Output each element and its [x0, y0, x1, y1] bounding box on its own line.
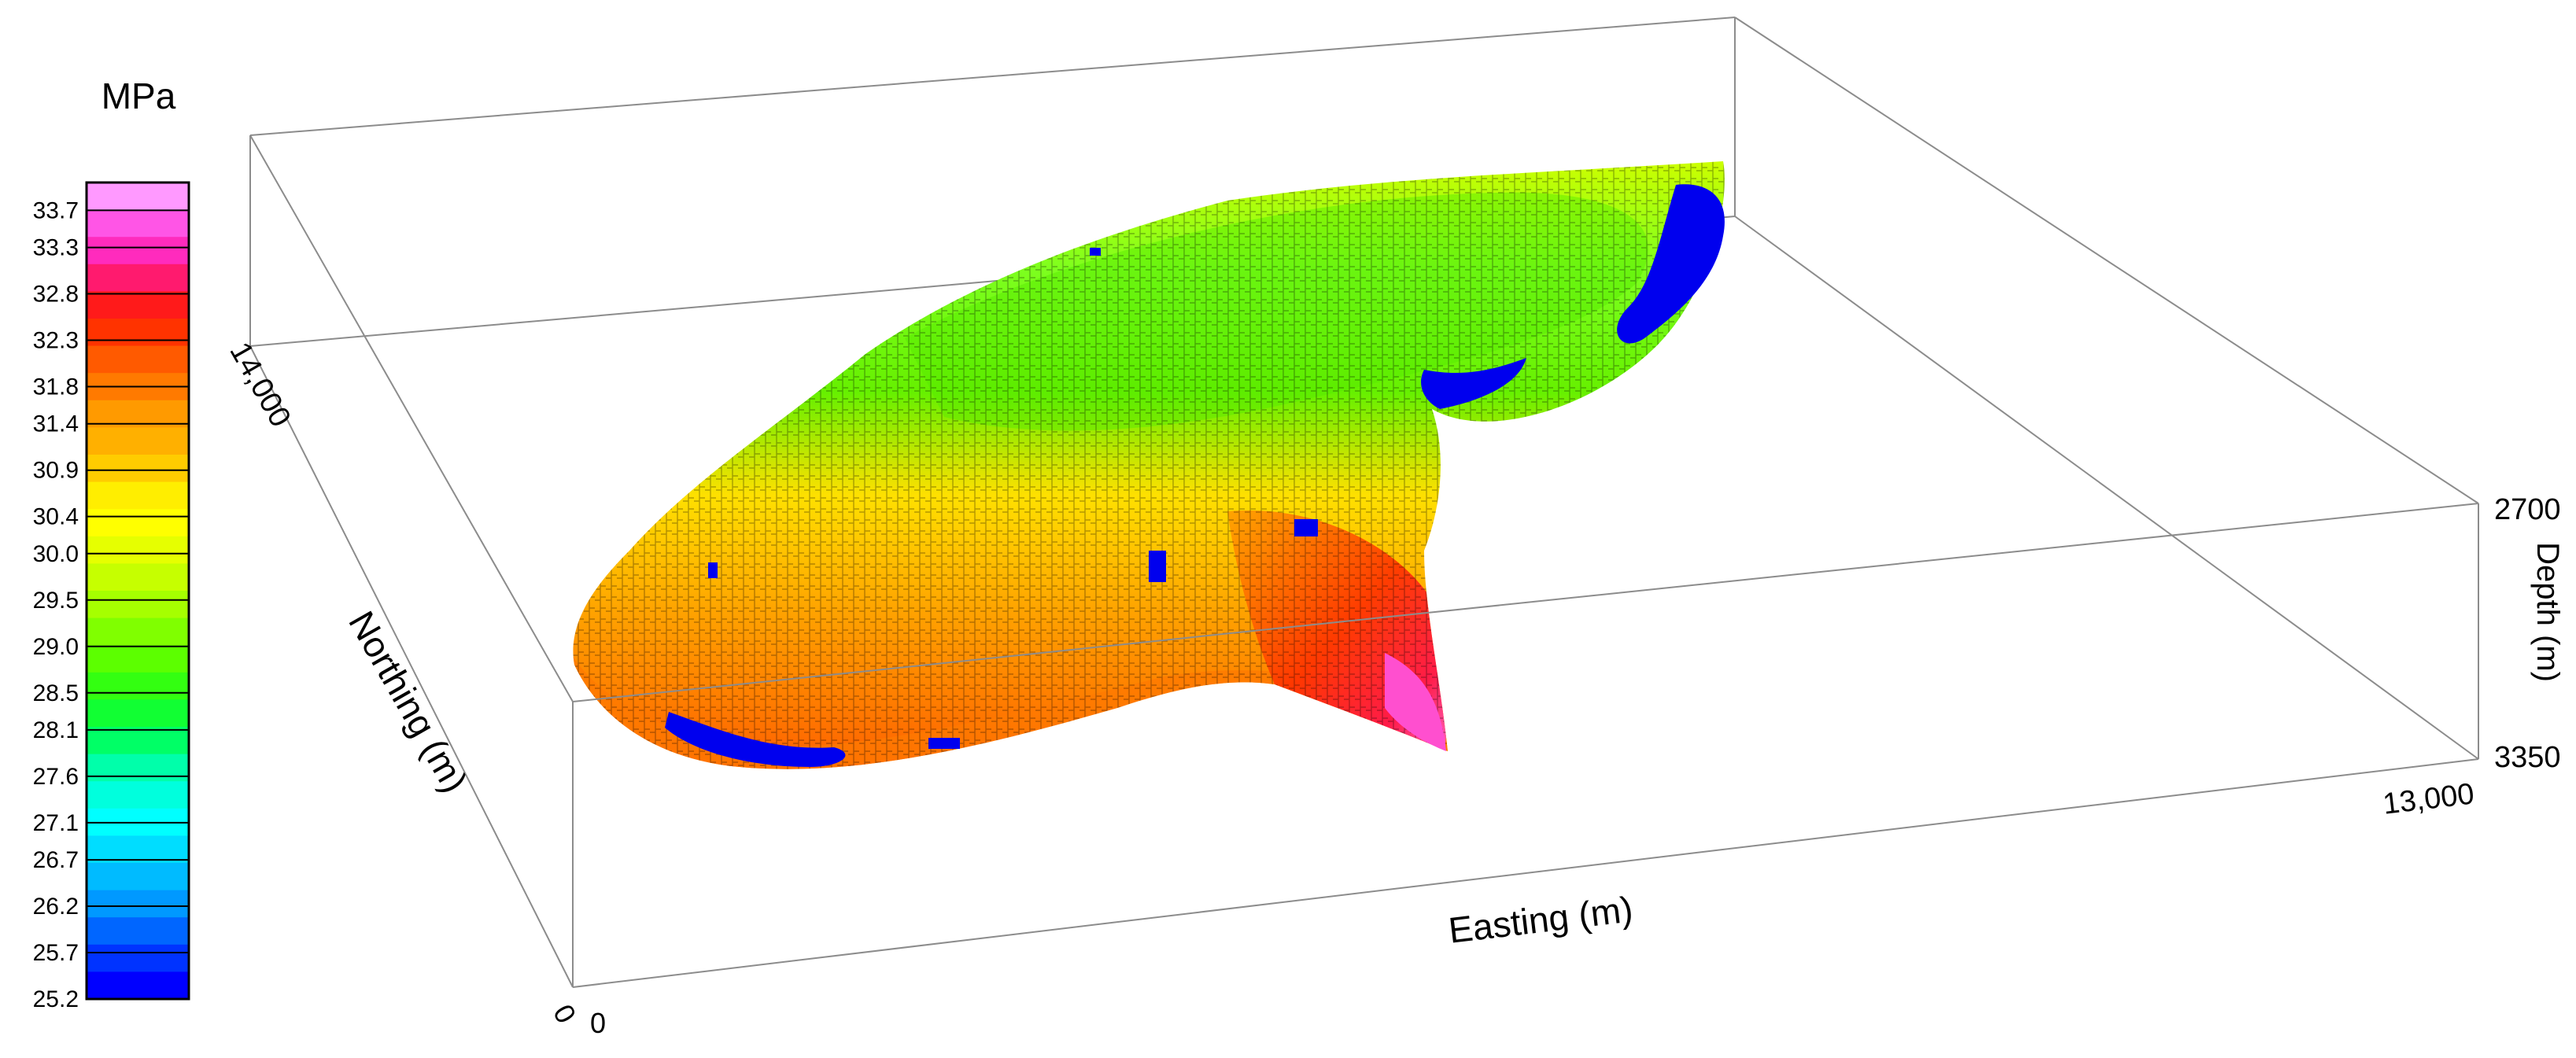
colorbar-band — [87, 209, 189, 238]
low-stress-cluster-northeast — [1617, 184, 1725, 344]
colorbar-band — [87, 536, 189, 564]
colorbar-tick-label: 30.9 — [33, 458, 79, 484]
depth-tick-top: 2700 — [2494, 493, 2561, 526]
low-stress-cell — [1294, 519, 1318, 536]
colorbar-band — [87, 481, 189, 510]
box-edge-front-top — [572, 503, 2479, 702]
depth-tick-bottom: 3350 — [2494, 741, 2561, 774]
colorbar-band — [87, 971, 189, 1000]
colorbar-tick-label: 31.4 — [33, 411, 79, 437]
colorbar-tick-label: 26.7 — [33, 847, 79, 873]
northing-tick-max: 14,000 — [223, 337, 297, 433]
colorbar-band — [87, 291, 189, 319]
colorbar-band — [87, 427, 189, 455]
colorbar-band — [87, 563, 189, 592]
colorbar-tick-label: 25.7 — [33, 940, 79, 966]
box-edge-left-bottom — [249, 345, 574, 988]
stress-block-model — [573, 161, 1725, 769]
high-stress-cells — [1385, 653, 1446, 751]
colorbar-tick-label: 29.0 — [33, 634, 79, 660]
colorbar-tick-label: 30.4 — [33, 504, 79, 530]
low-stress-cells — [665, 184, 1725, 767]
low-stress-cell — [708, 562, 718, 578]
colorbar-tick-labels: 33.7 33.3 32.8 32.3 31.8 31.4 30.9 30.4 30.0 29.5… — [33, 197, 189, 1012]
colorbar-title: MPa — [101, 76, 176, 116]
colorbar-tick-label: 29.5 — [33, 588, 79, 614]
low-stress-cell — [1090, 248, 1101, 256]
low-stress-cell — [1149, 551, 1166, 582]
colorbar: MPa 33.7 33.3 32.8 32.3 31.8 31.4 30.9 30.4 30.0… — [33, 76, 190, 1012]
colorbar-tick-label: 25.2 — [33, 986, 79, 1012]
colorbar-band — [87, 672, 189, 700]
bounding-box-front-edges — [249, 135, 2479, 988]
colorbar-tick-label: 27.6 — [33, 764, 79, 790]
colorbar-band — [87, 509, 189, 537]
colorbar-tick-label: 32.3 — [33, 328, 79, 354]
colorbar-band — [87, 182, 189, 211]
colorbar-band — [87, 699, 189, 728]
colorbar-band — [87, 264, 189, 292]
colorbar-bands — [87, 182, 189, 1000]
easting-tick-min: 0 — [590, 1007, 606, 1039]
colorbar-tick-label: 30.0 — [33, 541, 79, 567]
colorbar-band — [87, 754, 189, 782]
box-edge-right-bottom — [1734, 216, 2479, 760]
colorbar-band — [87, 890, 189, 918]
colorbar-tick-label: 33.3 — [33, 235, 79, 261]
colorbar-tick-label: 32.8 — [33, 282, 79, 308]
box-edge-right-top — [1734, 17, 2479, 504]
box-edge-left-top — [249, 135, 574, 702]
easting-tick-max: 13,000 — [2381, 777, 2475, 820]
low-stress-cluster-rim — [1421, 358, 1526, 409]
colorbar-band — [87, 319, 189, 347]
depth-axis-label: Depth (m) — [2530, 542, 2565, 682]
low-stress-cluster-southwest — [665, 712, 846, 767]
colorbar-band — [87, 455, 189, 483]
colorbar-band — [87, 345, 189, 374]
easting-axis-label: Easting (m) — [1446, 888, 1635, 950]
colorbar-band — [87, 835, 189, 864]
low-stress-cell — [928, 738, 960, 749]
colorbar-tick-label: 27.1 — [33, 810, 79, 836]
colorbar-band — [87, 917, 189, 946]
colorbar-band — [87, 863, 189, 891]
box-edge-back-top — [249, 17, 1736, 136]
colorbar-tick-label: 31.8 — [33, 374, 79, 400]
colorbar-band — [87, 645, 189, 673]
northing-tick-min: 0 — [547, 999, 583, 1029]
northing-axis-label: Northing (m) — [341, 604, 475, 799]
colorbar-tick-label: 33.7 — [33, 197, 79, 223]
colorbar-band — [87, 944, 189, 972]
colorbar-tick-label: 28.1 — [33, 717, 79, 743]
box-edge-front-bottom — [572, 758, 2479, 988]
colorbar-band — [87, 727, 189, 755]
colorbar-band — [87, 591, 189, 619]
colorbar-tick-label: 28.5 — [33, 680, 79, 706]
colorbar-band — [87, 781, 189, 809]
colorbar-band — [87, 237, 189, 265]
high-stress-lobe-tip — [1385, 653, 1446, 751]
colorbar-band — [87, 617, 189, 646]
colorbar-tick-label: 26.2 — [33, 894, 79, 920]
